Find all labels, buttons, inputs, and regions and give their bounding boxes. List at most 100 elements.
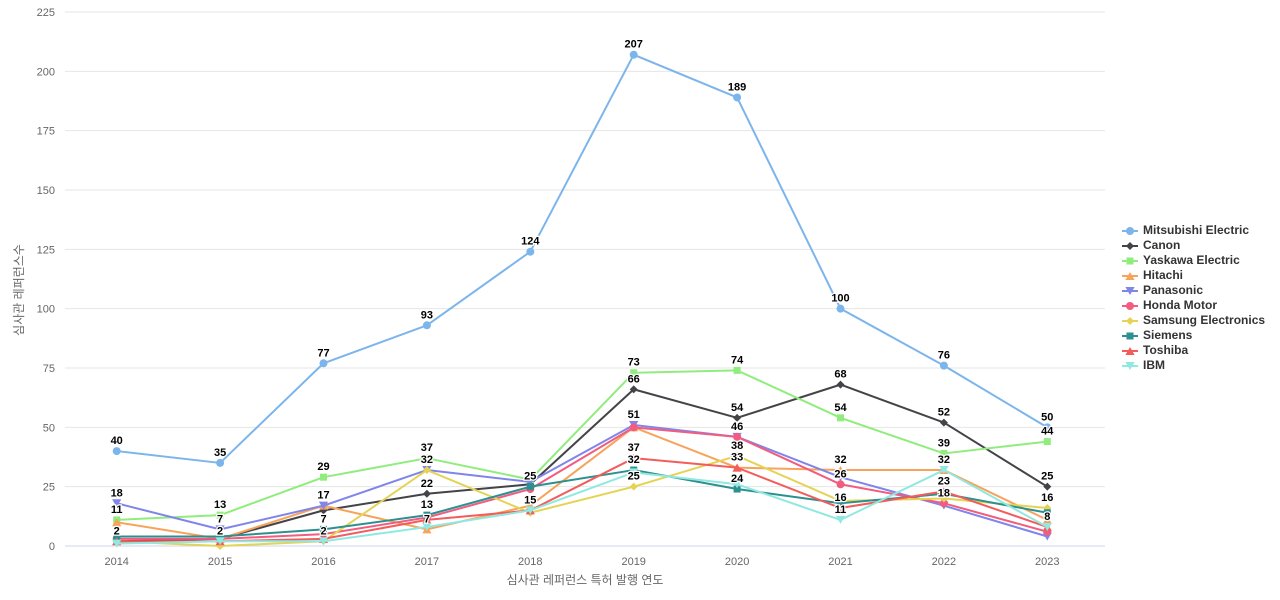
- series-marker-canon: [836, 380, 845, 389]
- legend-item-honda-motor[interactable]: Honda Motor: [1122, 298, 1265, 313]
- series-marker-canon: [939, 418, 948, 427]
- series-marker-mitsubishi-electric: [422, 321, 431, 330]
- data-label-toshiba: 16: [834, 492, 846, 504]
- legend-label: Siemens: [1143, 328, 1193, 342]
- series-marker-mitsubishi-electric: [939, 361, 948, 370]
- series-marker-yaskawa-electric: [216, 511, 224, 519]
- series-marker-siemens: [1043, 509, 1051, 517]
- samsung-electronics-legend-marker: [1122, 316, 1138, 325]
- siemens-legend-marker: [1122, 332, 1138, 339]
- data-label-mitsubishi-electric: 93: [421, 309, 433, 321]
- data-label-samsung-electronics: 2: [320, 525, 326, 537]
- series-line-toshiba: [115, 457, 1049, 543]
- data-label-toshiba: 37: [628, 442, 640, 454]
- series-marker-mitsubishi-electric: [733, 93, 742, 102]
- data-label-mitsubishi-electric: 50: [1041, 411, 1053, 423]
- y-tick-label: 50: [43, 422, 55, 434]
- legend-item-mitsubishi-electric[interactable]: Mitsubishi Electric: [1122, 223, 1265, 238]
- data-label-toshiba: 15: [524, 494, 536, 506]
- legend-item-samsung-electronics[interactable]: Samsung Electronics: [1122, 313, 1265, 328]
- legend-item-panasonic[interactable]: Panasonic: [1122, 283, 1265, 298]
- data-label-samsung-electronics: 32: [421, 454, 433, 466]
- series-marker-panasonic: [525, 477, 535, 486]
- legend-item-canon[interactable]: Canon: [1122, 238, 1265, 253]
- toshiba-legend-marker: [1122, 346, 1138, 355]
- data-label-hitachi: 7: [424, 513, 430, 525]
- data-label-mitsubishi-electric: 189: [728, 81, 746, 93]
- data-label-canon: 25: [1041, 471, 1053, 483]
- data-label-toshiba: 23: [938, 475, 950, 487]
- x-tick-label: 2015: [208, 556, 232, 568]
- data-label-toshiba: 2: [217, 525, 223, 537]
- ibm-legend-marker: [1122, 361, 1138, 370]
- data-label-yaskawa-electric: 44: [1041, 426, 1054, 438]
- series-marker-mitsubishi-electric: [319, 359, 328, 368]
- data-label-panasonic: 17: [317, 490, 329, 502]
- series-marker-toshiba: [835, 504, 846, 513]
- data-label-panasonic: 18: [111, 487, 123, 499]
- series-marker-ibm: [112, 539, 122, 548]
- series-marker-mitsubishi-electric: [629, 50, 638, 59]
- data-label-ibm: 8: [1044, 511, 1050, 523]
- series-marker-mitsubishi-electric: [526, 247, 535, 256]
- data-label-yaskawa-electric: 39: [938, 437, 950, 449]
- x-tick-label: 2021: [828, 556, 852, 568]
- series-marker-yaskawa-electric: [423, 454, 431, 462]
- data-label-siemens: 13: [421, 499, 433, 511]
- series-marker-panasonic: [112, 499, 122, 508]
- data-label-honda-motor: 26: [834, 468, 846, 480]
- series-marker-yaskawa-electric: [1043, 438, 1051, 446]
- series-marker-honda-motor: [733, 432, 742, 441]
- data-label-canon: 52: [938, 407, 950, 419]
- legend-item-yaskawa-electric[interactable]: Yaskawa Electric: [1122, 253, 1265, 268]
- series-marker-ibm: [835, 515, 846, 524]
- y-tick-label: 0: [49, 541, 55, 553]
- data-label-siemens: 7: [320, 513, 326, 525]
- legend-item-toshiba[interactable]: Toshiba: [1122, 343, 1265, 358]
- legend-label: Canon: [1143, 238, 1181, 252]
- legend-label: Panasonic: [1143, 283, 1204, 297]
- y-axis-title: 심사관 레퍼런스수: [12, 244, 26, 336]
- series-marker-honda-motor: [939, 499, 948, 508]
- x-tick-label: 2018: [518, 556, 542, 568]
- series-marker-canon: [733, 413, 742, 422]
- series-marker-samsung-electronics: [733, 451, 742, 460]
- y-tick-label: 150: [37, 185, 55, 197]
- series-marker-siemens: [837, 499, 844, 507]
- data-label-samsung-electronics: 38: [731, 440, 743, 452]
- legend-item-hitachi[interactable]: Hitachi: [1122, 268, 1265, 283]
- data-label-panasonic: 51: [628, 409, 640, 421]
- series-marker-siemens: [526, 483, 534, 491]
- legend-label: IBM: [1143, 358, 1165, 372]
- series-marker-mitsubishi-electric: [1043, 423, 1052, 432]
- legend-item-ibm[interactable]: IBM: [1122, 358, 1265, 373]
- x-tick-label: 2017: [415, 556, 439, 568]
- series-marker-hitachi: [112, 518, 122, 527]
- legend-label: Yaskawa Electric: [1143, 253, 1240, 267]
- series-line-canon: [115, 383, 1049, 543]
- data-label-ibm: 32: [938, 454, 950, 466]
- y-tick-label: 200: [37, 66, 55, 78]
- data-label-mitsubishi-electric: 35: [214, 447, 226, 459]
- legend-label: Toshiba: [1143, 343, 1189, 357]
- data-label-canon: 68: [834, 369, 846, 381]
- data-label-siemens: 25: [524, 471, 536, 483]
- data-label-yaskawa-electric: 73: [628, 357, 640, 369]
- series-marker-panasonic: [318, 501, 329, 510]
- data-label-mitsubishi-electric: 40: [111, 435, 123, 447]
- series-marker-siemens: [733, 485, 741, 493]
- data-label-yaskawa-electric: 11: [111, 504, 123, 516]
- data-label-yaskawa-electric: 13: [214, 499, 226, 511]
- data-label-yaskawa-electric: 29: [317, 461, 329, 473]
- series-marker-siemens: [216, 533, 224, 541]
- legend-label: Samsung Electronics: [1143, 313, 1266, 327]
- y-tick-label: 225: [37, 7, 55, 19]
- data-label-ibm: 11: [835, 504, 847, 516]
- series-line-ibm: [115, 469, 1049, 545]
- data-label-yaskawa-electric: 54: [834, 402, 847, 414]
- series-line-siemens: [115, 469, 1049, 538]
- series-marker-yaskawa-electric: [320, 473, 327, 481]
- data-label-mitsubishi-electric: 207: [625, 39, 643, 51]
- legend-item-siemens[interactable]: Siemens: [1122, 328, 1265, 343]
- x-tick-label: 2016: [311, 556, 335, 568]
